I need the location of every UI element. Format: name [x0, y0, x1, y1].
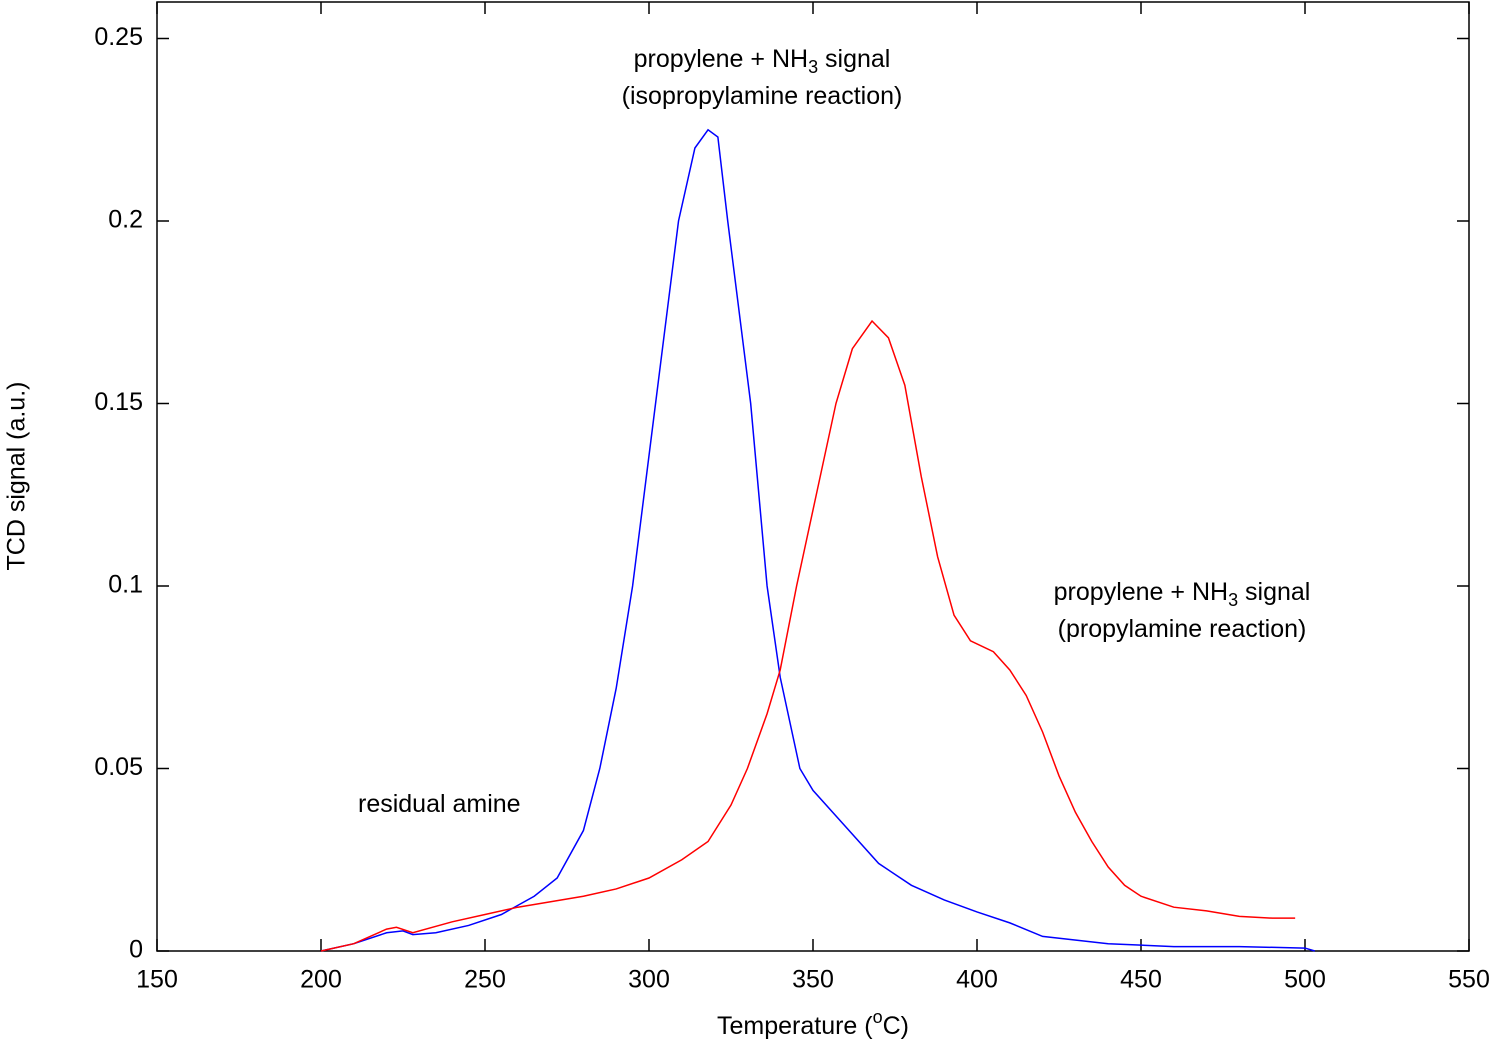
x-tick-label: 150 — [136, 966, 178, 994]
x-label-tail: C) — [883, 1012, 909, 1040]
x-label-text: Temperature ( — [717, 1012, 873, 1040]
annotation-tail: signal — [818, 45, 890, 73]
x-tick-label: 400 — [956, 966, 998, 994]
annotation-text: (isopropylamine reaction) — [622, 82, 903, 110]
x-tick-label: 450 — [1120, 966, 1162, 994]
annotation: (propylamine reaction) — [1058, 615, 1307, 643]
x-tick-label: 550 — [1448, 966, 1490, 994]
annotation-sub: 3 — [808, 57, 818, 77]
x-tick-label: 350 — [792, 966, 834, 994]
annotation-text: (propylamine reaction) — [1058, 615, 1307, 643]
plot-frame — [156, 1, 1470, 952]
annotation-text: propylene + NH — [1054, 578, 1228, 606]
data-line — [320, 319, 1296, 952]
y-tick-label: 0.15 — [94, 388, 143, 416]
y-tick-label: 0.2 — [108, 206, 143, 234]
x-label-sup: o — [873, 1007, 883, 1027]
y-tick-label: 0.05 — [94, 753, 143, 781]
annotation-sub: 3 — [1228, 590, 1238, 610]
x-tick-label: 300 — [628, 966, 670, 994]
x-axis-label: Temperature (oC) — [717, 1007, 909, 1040]
x-tick-label: 250 — [464, 966, 506, 994]
annotation-tail: signal — [1238, 578, 1310, 606]
y-axis-label: TCD signal (a.u.) — [3, 382, 31, 571]
annotation: (isopropylamine reaction) — [622, 82, 903, 110]
annotation-text: propylene + NH — [634, 45, 808, 73]
annotation: propylene + NH3 signal — [634, 45, 891, 77]
annotation-text: residual amine — [358, 790, 521, 818]
y-tick-label: 0 — [129, 936, 143, 964]
x-tick-label: 500 — [1284, 966, 1326, 994]
annotation: propylene + NH3 signal — [1054, 578, 1311, 610]
y-tick-label: 0.1 — [108, 571, 143, 599]
annotation: residual amine — [358, 790, 521, 818]
data-line — [320, 128, 1316, 952]
y-tick-label: 0.25 — [94, 23, 143, 51]
x-tick-label: 200 — [300, 966, 342, 994]
